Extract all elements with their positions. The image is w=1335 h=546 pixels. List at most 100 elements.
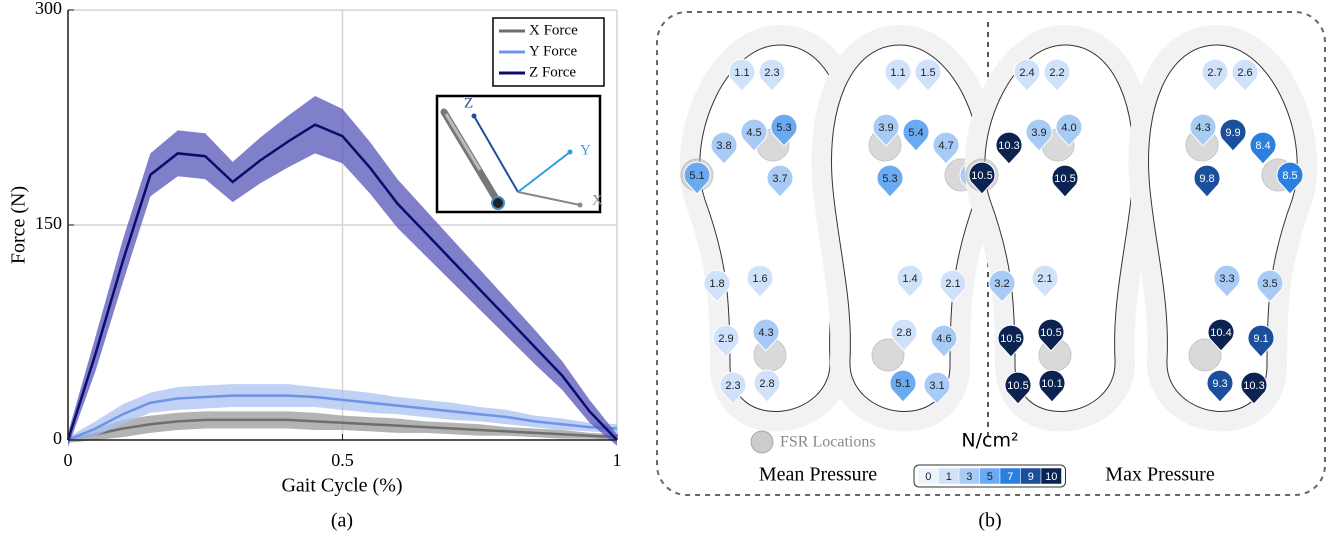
pressure-pin <box>995 131 1023 165</box>
pressure-value: 2.3 <box>764 67 779 79</box>
pressure-pin <box>914 58 942 92</box>
scale-label: 1 <box>946 471 952 483</box>
pressure-pin <box>1013 58 1041 92</box>
inset-axis <box>517 191 581 206</box>
pressure-pin <box>703 269 731 303</box>
pressure-pin <box>1004 371 1032 405</box>
pressure-pin <box>997 324 1025 358</box>
pressure-value: 8.4 <box>1255 140 1270 152</box>
pressure-value: 1.8 <box>709 278 724 290</box>
pressure-pin <box>1247 324 1275 358</box>
inset-axis-label: Y <box>580 142 591 158</box>
pressure-value: 9.9 <box>1225 127 1240 139</box>
tool <box>444 113 482 171</box>
pressure-value: 8.5 <box>1282 170 1297 182</box>
inset-axis-head <box>577 202 583 208</box>
pressure-pin <box>968 161 996 195</box>
inset-axis <box>473 115 519 193</box>
pressure-value: 1.4 <box>902 273 917 285</box>
x-tick-label: 0 <box>64 450 73 470</box>
inset-axis-head <box>471 113 477 119</box>
pressure-pin <box>710 131 738 165</box>
inset-axis-label: X <box>592 192 603 208</box>
pressure-value: 2.1 <box>945 278 960 290</box>
series-line <box>66 123 618 441</box>
pressure-pin <box>758 58 786 92</box>
pressure-pin <box>1240 371 1268 405</box>
pressure-value: 3.1 <box>929 380 944 392</box>
pressure-pin <box>1249 131 1277 165</box>
pressure-value: 10.5 <box>1054 173 1075 185</box>
pressure-value: 2.1 <box>1037 273 1052 285</box>
inset-axis <box>517 151 571 193</box>
pressure-value: 2.4 <box>1019 67 1034 79</box>
pressure-value: 10.3 <box>998 140 1019 152</box>
pressure-value: 4.0 <box>1061 122 1076 134</box>
pressure-pin <box>766 164 794 198</box>
pressure-pin <box>1038 369 1066 403</box>
pressure-value: 1.1 <box>890 67 905 79</box>
pressure-value: 5.3 <box>882 173 897 185</box>
scale-unit: N/cm² <box>961 430 1018 452</box>
pressure-pin <box>896 264 924 298</box>
pressure-pin <box>923 371 951 405</box>
pressure-value: 10.5 <box>1007 380 1028 392</box>
pressure-value: 2.8 <box>896 327 911 339</box>
scale-label: 0 <box>925 471 931 483</box>
pressure-value: 1.1 <box>734 67 749 79</box>
scale-label: 9 <box>1028 471 1034 483</box>
panel-frame <box>656 11 1326 496</box>
pressure-value: 2.3 <box>725 380 740 392</box>
fsr-location <box>1188 338 1222 372</box>
pressure-pin <box>1206 369 1234 403</box>
pressure-value: 2.7 <box>1207 67 1222 79</box>
pressure-value: 4.6 <box>936 333 951 345</box>
pressure-pin <box>1201 58 1229 92</box>
pressure-value: 10.4 <box>1210 327 1231 339</box>
pressure-value: 9.8 <box>1199 173 1214 185</box>
pressure-value: 3.9 <box>878 122 893 134</box>
pressure-pin <box>930 324 958 358</box>
pressure-pin <box>752 318 780 352</box>
scale-label: 5 <box>987 471 993 483</box>
x-axis-label: Gait Cycle (%) <box>281 475 402 497</box>
pressure-value: 5.4 <box>908 127 923 139</box>
error-band <box>68 384 617 443</box>
pressure-value: 3.8 <box>716 140 731 152</box>
pressure-pin <box>1219 118 1247 152</box>
pressure-pin <box>770 113 798 147</box>
pressure-pin <box>988 269 1016 303</box>
fsr-location <box>871 338 905 372</box>
pressure-value: 5.1 <box>689 170 704 182</box>
pressure-pin <box>1207 318 1235 352</box>
pressure-value: 2.2 <box>1049 67 1064 79</box>
pressure-pin <box>712 324 740 358</box>
map-title: Mean Pressure <box>759 464 877 486</box>
pressure-pin <box>746 264 774 298</box>
pressure-pin <box>1037 318 1065 352</box>
legend-label: X Force <box>529 22 578 38</box>
pressure-pin <box>1231 58 1259 92</box>
caption: (a) <box>331 510 353 532</box>
pressure-value: 10.5 <box>1040 327 1061 339</box>
inset-axis-head <box>567 149 573 155</box>
x-tick-label: 1 <box>613 450 622 470</box>
pressure-pin <box>872 113 900 147</box>
pressure-value: 10.5 <box>971 170 992 182</box>
y-tick-label: 0 <box>53 428 62 448</box>
inset-axis-label: Z <box>464 95 473 111</box>
pressure-value: 10.1 <box>1041 378 1062 390</box>
series-line <box>67 394 618 442</box>
scale-label: 10 <box>1045 471 1057 483</box>
y-tick-label: 150 <box>35 213 62 233</box>
pressure-pin <box>719 371 747 405</box>
scale-swatch <box>1040 467 1062 485</box>
pressure-value: 3.5 <box>1262 278 1277 290</box>
scale-label: 3 <box>966 471 972 483</box>
inset-box <box>435 94 602 214</box>
pressure-pin <box>939 269 967 303</box>
fsr-legend-marker <box>750 430 774 454</box>
pressure-pin <box>890 318 918 352</box>
pressure-value: 3.7 <box>772 173 787 185</box>
